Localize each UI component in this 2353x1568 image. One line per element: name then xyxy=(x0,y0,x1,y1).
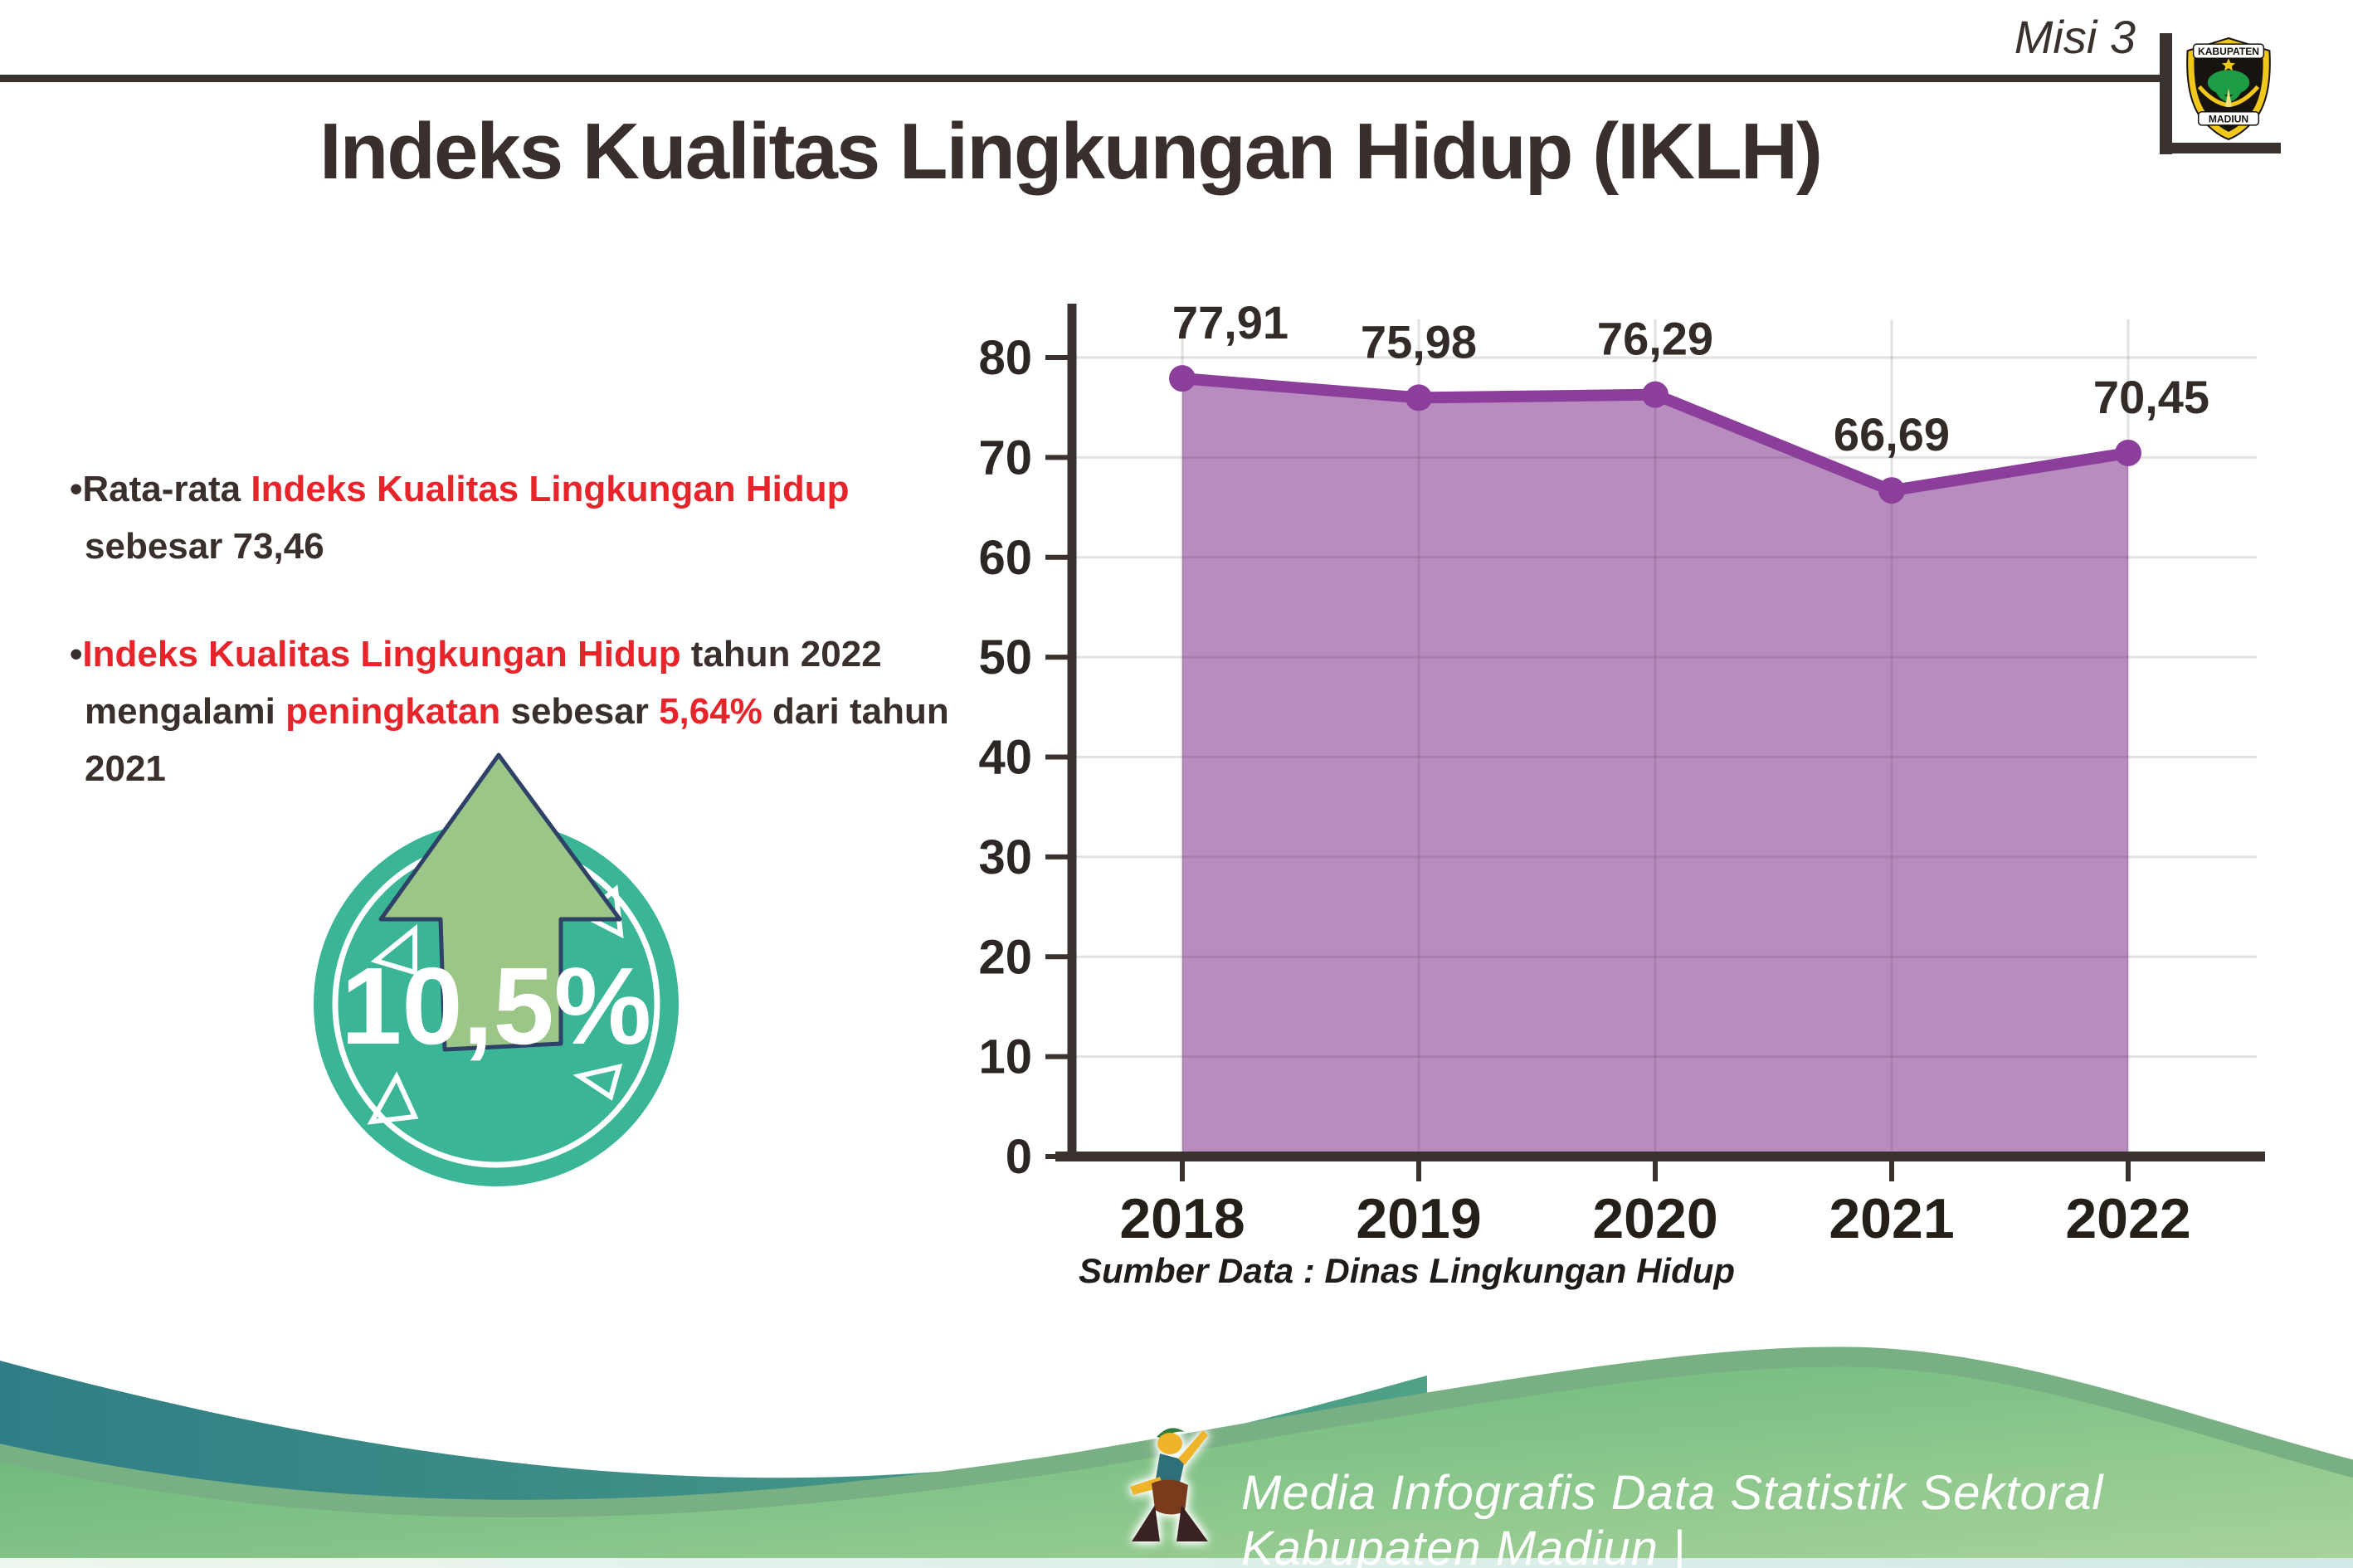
mascot-arm-right xyxy=(1178,1430,1208,1465)
footer-bottom-strip xyxy=(0,1558,2353,1568)
data-point-marker-2020 xyxy=(1642,381,1669,408)
bullet-highlight-text: peningkatan xyxy=(285,690,501,732)
y-tick-label-40: 40 xyxy=(978,731,1032,785)
bullet-highlight-text: Indeks Kualitas Lingkungan Hidup xyxy=(82,634,681,675)
y-tick-label-50: 50 xyxy=(978,631,1032,684)
footer-caption: Media Infografis Data Statistik Sektoral… xyxy=(1241,1466,2104,1568)
bullet-text: sebesar xyxy=(500,690,660,732)
value-label-2021: 66,69 xyxy=(1834,408,1950,460)
mascot-leg-left xyxy=(1132,1505,1160,1541)
up-arrow-icon xyxy=(378,752,622,1052)
bullet-list: •Rata-rata Indeks Kualitas Lingkungan Hi… xyxy=(70,461,949,849)
dancer-mascot-icon xyxy=(1130,1428,1208,1541)
badge-sparkle-triangle-sw xyxy=(367,1071,419,1125)
y-tick-label-30: 30 xyxy=(978,830,1032,884)
chart-line-series xyxy=(1169,365,2141,504)
chart-labels: 0 10 20 30 40 50 60 70 80 2018 2019 2020 2021 2022 77,… xyxy=(978,296,2209,1250)
bullet-text: tahun 2022 mengalami xyxy=(85,634,882,732)
logo-top-text: KABUPATEN xyxy=(2198,46,2259,57)
value-label-2022: 70,45 xyxy=(2093,371,2209,423)
value-label-2019: 75,98 xyxy=(1361,315,1477,368)
data-point-marker-2019 xyxy=(1405,384,1432,411)
mascot-leg-right xyxy=(1176,1505,1208,1541)
page-title: Indeks Kualitas Lingkungan Hidup (IKLH) xyxy=(319,107,1823,196)
header-divider xyxy=(0,75,2161,82)
y-tick-label-60: 60 xyxy=(978,531,1032,585)
bullet-text: dari tahun 2021 xyxy=(85,690,949,789)
kabupaten-madiun-logo-icon: KABUPATEN MADIUN xyxy=(2186,37,2271,141)
data-point-marker-2022 xyxy=(2115,439,2141,466)
x-tick-label-2022: 2022 xyxy=(2065,1187,2190,1250)
bullet-highlight-text: 5,64% xyxy=(659,690,762,732)
badge-sparkle-triangle-se xyxy=(572,1063,623,1101)
chart-gridlines-over xyxy=(1072,319,2257,1157)
x-tick-label-2021: 2021 xyxy=(1829,1187,1954,1250)
value-label-2018: 77,91 xyxy=(1172,296,1289,348)
mascot-skirt xyxy=(1152,1479,1188,1515)
iklh-area-chart: 0 10 20 30 40 50 60 70 80 2018 2019 2020 2021 2022 77,… xyxy=(978,296,2265,1250)
y-tick-label-20: 20 xyxy=(978,930,1032,984)
badge-sparkle-triangle-nw xyxy=(370,923,417,976)
x-tick-label-2020: 2020 xyxy=(1592,1187,1717,1250)
value-label-2020: 76,29 xyxy=(1597,313,1713,365)
logo-star-icon xyxy=(2221,58,2236,71)
chart-area-series xyxy=(1182,378,2128,1155)
data-point-marker-2021 xyxy=(1878,477,1905,504)
logo-bottom-banner xyxy=(2197,110,2260,126)
logo-top-banner xyxy=(2192,43,2265,59)
y-tick-label-70: 70 xyxy=(978,431,1032,485)
increase-badge: 10,5% xyxy=(314,752,679,1186)
bullet-highlight-text: Indeks Kualitas Lingkungan Hidup xyxy=(251,469,850,509)
mascot-head xyxy=(1157,1433,1182,1454)
footer-waves xyxy=(0,1346,2353,1568)
data-point-marker-2018 xyxy=(1169,365,1196,392)
x-tick-label-2019: 2019 xyxy=(1356,1187,1481,1250)
logo-trunk xyxy=(2224,88,2233,107)
logo-frame-horizontal xyxy=(2160,143,2281,153)
bullet-dot: • xyxy=(70,634,83,675)
misi-label: Misi 3 xyxy=(2014,11,2136,63)
badge-value: 10,5% xyxy=(341,945,651,1067)
y-tick-label-0: 0 xyxy=(1006,1130,1032,1184)
bullet-item-2: •Indeks Kualitas Lingkungan Hidup tahun … xyxy=(70,626,949,797)
chart-axes xyxy=(1045,304,2265,1181)
area-fill xyxy=(1182,378,2128,1155)
y-tick-label-80: 80 xyxy=(978,331,1032,385)
mascot-arm-left xyxy=(1130,1477,1163,1495)
y-tick-label-10: 10 xyxy=(978,1030,1032,1084)
chart-source-note: Sumber Data : Dinas Lingkungan Hidup xyxy=(1079,1251,1736,1290)
bullet-text: Rata-rata xyxy=(82,469,251,509)
x-tick-label-2018: 2018 xyxy=(1119,1187,1245,1250)
logo-bottom-text: MADIUN xyxy=(2209,113,2248,124)
bullet-text: sebesar 73,46 xyxy=(85,525,324,567)
logo-frame-vertical xyxy=(2160,33,2172,154)
bullet-item-1: •Rata-rata Indeks Kualitas Lingkungan Hi… xyxy=(70,461,949,575)
bullet-dot: • xyxy=(70,469,83,509)
